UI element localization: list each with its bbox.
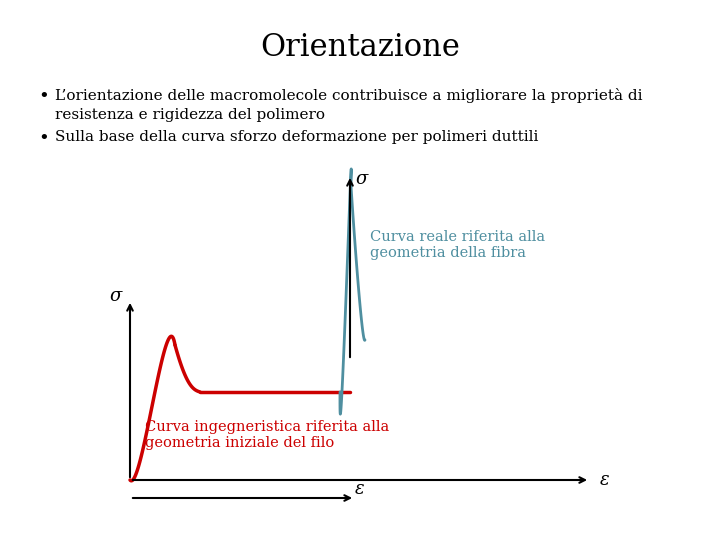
Text: σ: σ — [110, 287, 122, 305]
Text: Curva ingegneristica riferita alla
geometria iniziale del filo: Curva ingegneristica riferita alla geome… — [145, 420, 390, 450]
Text: L’orientazione delle macromolecole contribuisce a migliorare la proprietà di: L’orientazione delle macromolecole contr… — [55, 88, 642, 103]
Text: ε: ε — [355, 480, 364, 498]
Text: •: • — [38, 130, 49, 148]
Text: σ: σ — [355, 170, 367, 188]
Text: Orientazione: Orientazione — [260, 32, 460, 63]
Text: ε: ε — [600, 471, 610, 489]
Text: Curva reale riferita alla
geometria della fibra: Curva reale riferita alla geometria dell… — [370, 230, 545, 260]
Text: •: • — [38, 88, 49, 106]
Text: Sulla base della curva sforzo deformazione per polimeri duttili: Sulla base della curva sforzo deformazio… — [55, 130, 539, 144]
Text: resistenza e rigidezza del polimero: resistenza e rigidezza del polimero — [55, 108, 325, 122]
